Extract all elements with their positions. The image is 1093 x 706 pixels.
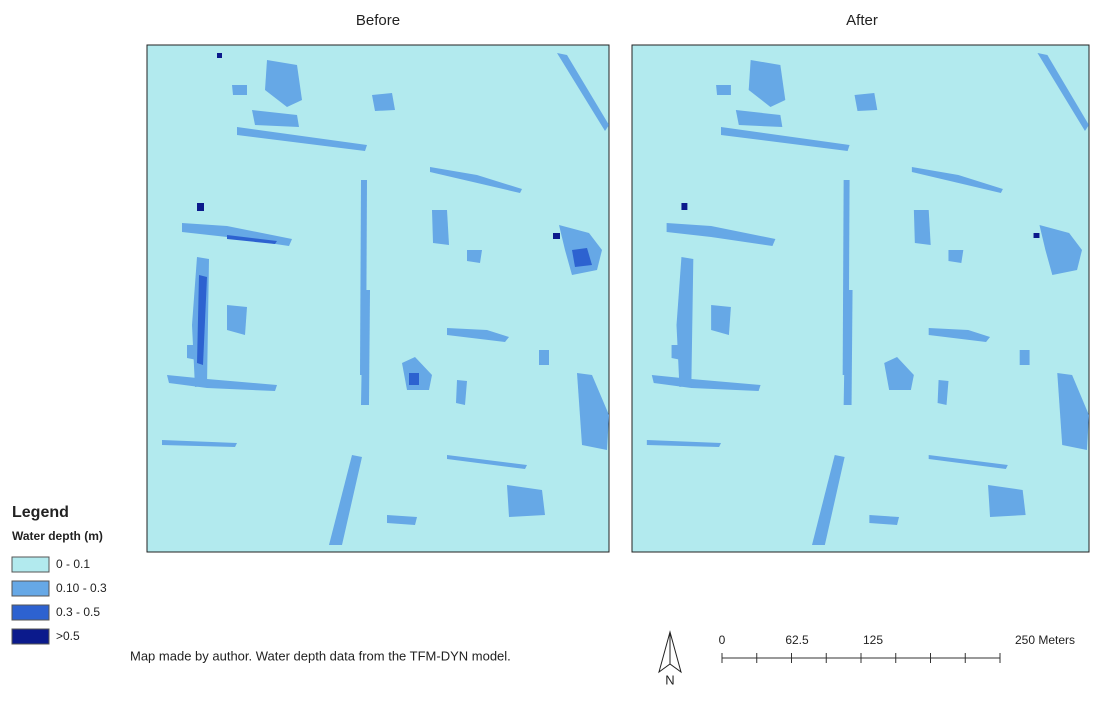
scale-bar: 0 62.5 125 250 Meters	[719, 633, 1075, 663]
scale-label: 125	[863, 633, 883, 647]
legend-swatch	[12, 581, 49, 596]
panel-title: Before	[356, 12, 400, 29]
scale-label: 0	[719, 633, 726, 647]
legend-label: 0 - 0.1	[56, 557, 90, 571]
credit: Map made by author. Water depth data fro…	[130, 648, 511, 663]
legend-swatch	[12, 629, 49, 644]
before-panel: Before	[147, 12, 609, 552]
legend-label: 0.10 - 0.3	[56, 581, 107, 595]
legend-swatch	[12, 605, 49, 620]
legend-label: >0.5	[56, 629, 80, 643]
map-figure: Before After Legend Water depth (m) 0 - …	[0, 0, 1093, 701]
panel-title: After	[846, 12, 878, 29]
page: Before After Legend Water depth (m) 0 - …	[0, 0, 1093, 701]
scale-label: 62.5	[785, 633, 809, 647]
legend-label: 0.3 - 0.5	[56, 605, 100, 619]
map-frame	[632, 45, 1089, 552]
north-arrow: N	[659, 632, 681, 687]
after-panel: After	[632, 12, 1089, 552]
scale-label: 250 Meters	[1015, 633, 1075, 647]
legend-swatch	[12, 557, 49, 572]
legend-subtitle: Water depth (m)	[12, 529, 103, 543]
legend-title: Legend	[12, 504, 69, 521]
north-label: N	[665, 672, 674, 687]
legend: Legend Water depth (m) 0 - 0.1 0.10 - 0.3…	[12, 504, 107, 644]
map-frame	[147, 45, 609, 552]
